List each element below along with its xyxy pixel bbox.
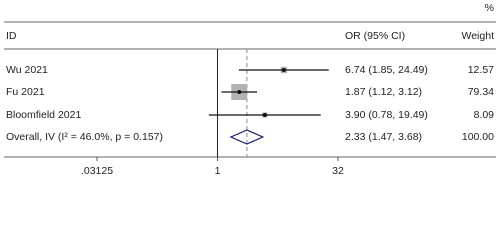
study-weight: 79.34 <box>468 86 494 98</box>
page: {"chart_data": { "type": "forest", "colu… <box>4 1 496 177</box>
study-name: Bloomfield 2021 <box>6 109 81 121</box>
x-tick-label: .03125 <box>81 165 113 177</box>
overall-estimate: 2.33 (1.47, 3.68) <box>345 131 422 143</box>
study-name: Wu 2021 <box>6 64 48 76</box>
x-tick-label: 32 <box>332 165 344 177</box>
study-estimate: 3.90 (0.78, 19.49) <box>345 109 428 121</box>
study-estimate: 6.74 (1.85, 24.49) <box>345 64 428 76</box>
overall-name: Overall, IV (I² = 46.0%, p = 0.157) <box>6 131 163 143</box>
estimate-header: OR (95% CI) <box>345 30 405 42</box>
point-estimate <box>237 90 242 94</box>
forest-plot: ID OR (95% CI) % Weight .03125 1 32 Wu 2021… <box>4 2 496 177</box>
overall-weight: 100.00 <box>462 131 494 143</box>
study-weight: 12.57 <box>468 64 494 76</box>
weight-header: Weight <box>462 30 495 42</box>
point-estimate <box>281 68 286 72</box>
point-estimate <box>262 113 267 117</box>
study-estimate: 1.87 (1.12, 3.12) <box>345 86 422 98</box>
x-tick-label: 1 <box>215 165 221 177</box>
study-name: Fu 2021 <box>6 86 45 98</box>
id-header: ID <box>6 30 17 42</box>
weight-unit: % <box>485 2 494 14</box>
study-weight: 8.09 <box>474 109 495 121</box>
overall-diamond <box>229 129 265 145</box>
